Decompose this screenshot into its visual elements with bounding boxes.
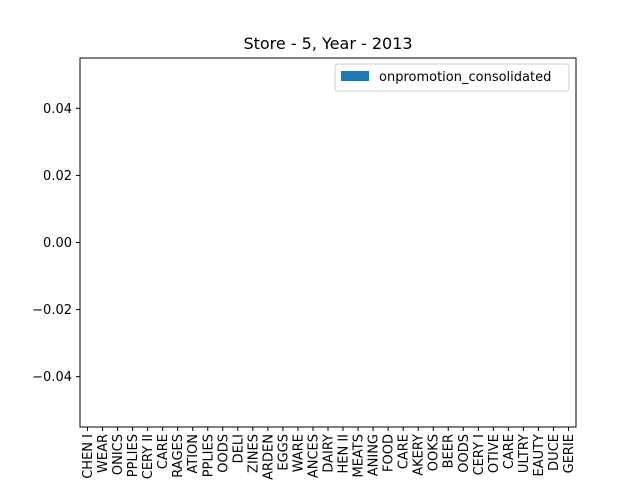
- x-tick-label: ANCES: [306, 434, 321, 478]
- x-tick-label: OOKS: [427, 434, 442, 471]
- x-tick-label: CARE: [502, 434, 517, 469]
- x-tick-label: AKERY: [412, 434, 427, 476]
- x-tick-label: ONICS: [111, 434, 126, 475]
- y-tick-label: −0.02: [32, 303, 72, 318]
- chart-title: Store - 5, Year - 2013: [243, 34, 412, 53]
- x-tick-label: GERIE: [562, 434, 577, 473]
- x-tick-label: FOOD: [382, 434, 397, 472]
- x-tick-label: DAIRY: [322, 434, 337, 473]
- x-tick-label: PPLIES: [201, 434, 216, 477]
- x-tick-label: DELI: [231, 434, 246, 463]
- x-tick-label: CERY II: [141, 434, 156, 479]
- legend-label: onpromotion_consolidated: [379, 70, 551, 85]
- legend-swatch: [341, 71, 369, 81]
- x-tick-label: RAGES: [171, 434, 186, 478]
- x-tick-label: WARE: [291, 434, 306, 472]
- x-tick-label: OTIVE: [487, 434, 502, 473]
- legend: onpromotion_consolidated: [334, 63, 570, 92]
- x-tick-label: ANING: [367, 434, 382, 476]
- x-tick-label: EGGS: [276, 434, 291, 471]
- x-tick-label: HEN II: [337, 434, 352, 474]
- x-tick-label: ATION: [186, 434, 201, 474]
- x-tick-label: ULTRY: [517, 434, 532, 473]
- y-tick-label: 0.02: [43, 169, 72, 184]
- x-tick-label: OODS: [216, 434, 231, 473]
- legend-box: [334, 63, 570, 92]
- y-tick-label: −0.04: [32, 370, 72, 385]
- x-tick-label: CARE: [156, 434, 171, 469]
- x-tick-label: OODS: [457, 434, 472, 473]
- x-tick-label: EAUTY: [532, 434, 547, 477]
- x-tick-label: CARE: [397, 434, 412, 469]
- x-tick-label: CERY I: [472, 434, 487, 475]
- x-axis: CHEN I WEAR ONICS PPLIES CERY II CARE RAGES ATI…: [81, 427, 577, 480]
- x-tick-label: PPLIES: [126, 434, 141, 477]
- x-tick-label: ZINES: [246, 434, 261, 473]
- x-tick-label: CHEN I: [81, 434, 96, 479]
- x-tick-label: ARDEN: [261, 434, 276, 480]
- x-tick-label: DUCE: [547, 434, 562, 471]
- x-tick-label: WEAR: [96, 434, 111, 473]
- x-tick-label: BEER: [442, 434, 457, 468]
- y-axis: 0.04 0.02 0.00 −0.02 −0.04: [32, 102, 80, 385]
- x-tick-label: MEATS: [352, 434, 367, 478]
- y-tick-label: 0.04: [43, 102, 72, 117]
- y-tick-label: 0.00: [43, 236, 72, 251]
